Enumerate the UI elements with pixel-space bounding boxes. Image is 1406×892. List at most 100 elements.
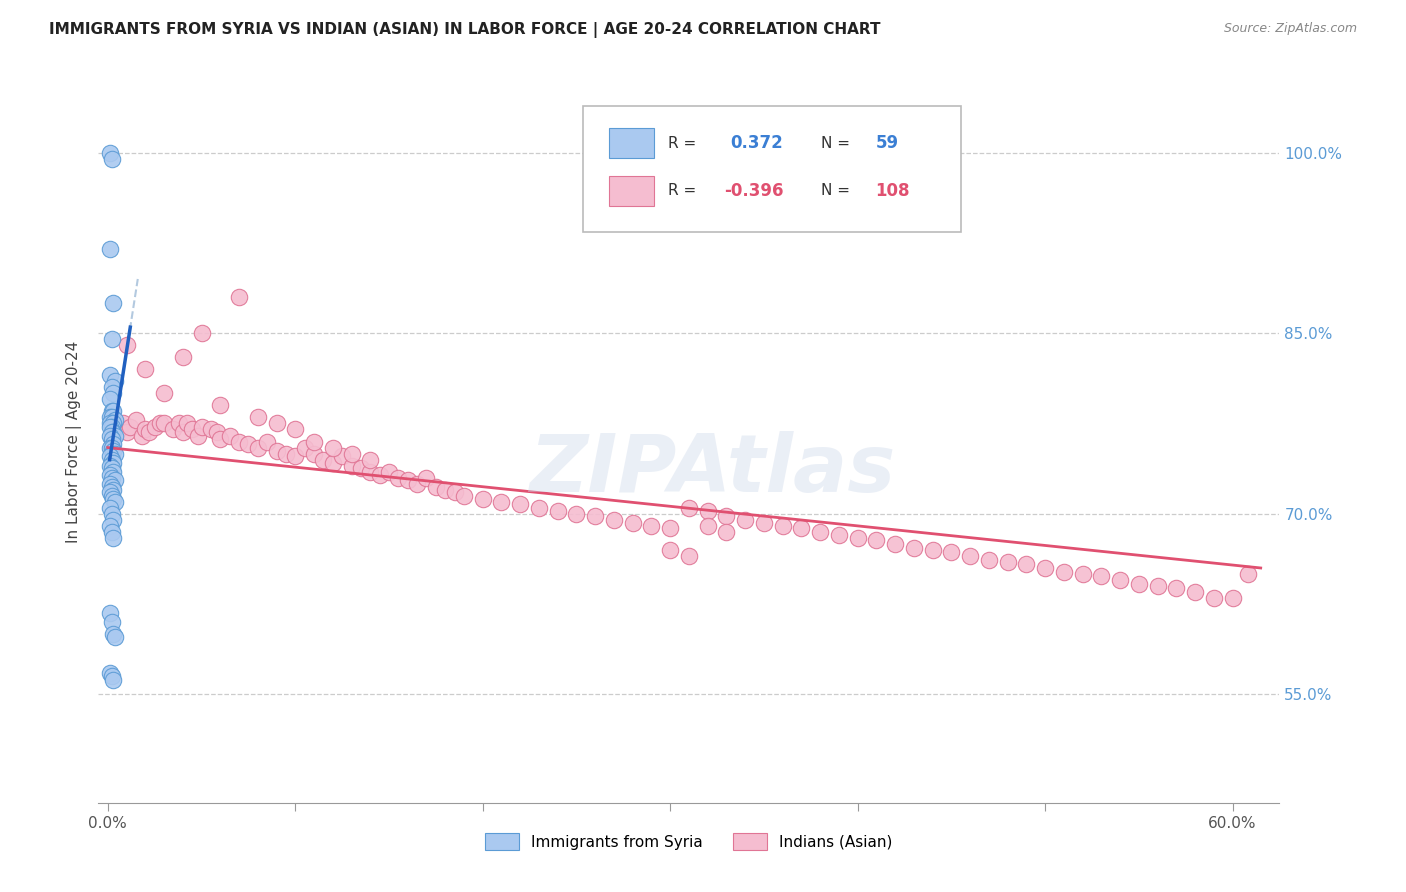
Point (120, 420, 142, 434)
Point (1128, 576, 1150, 591)
Point (162, 423, 184, 437)
Point (443, 485, 465, 500)
Point (98, 665, 121, 680)
Point (104, 473, 127, 487)
Point (103, 483, 125, 497)
Point (434, 483, 457, 497)
FancyBboxPatch shape (582, 105, 960, 232)
Point (415, 471, 437, 485)
Point (104, 494, 127, 508)
Point (98, 417, 121, 431)
Point (100, 152, 122, 166)
Point (138, 425, 160, 439)
Text: Source: ZipAtlas.com: Source: ZipAtlas.com (1223, 22, 1357, 36)
Point (100, 425, 122, 439)
Point (808, 524, 831, 539)
Point (100, 410, 122, 425)
Point (108, 423, 131, 437)
Point (103, 531, 125, 545)
Point (425, 480, 447, 494)
Point (491, 494, 513, 508)
Point (104, 374, 127, 388)
Point (98, 428, 121, 442)
Point (406, 476, 429, 491)
Point (103, 417, 125, 431)
Point (1236, 567, 1258, 582)
Point (790, 521, 813, 535)
Point (621, 516, 644, 531)
Point (921, 542, 943, 557)
Point (103, 296, 125, 310)
Legend: Immigrants from Syria, Indians (Asian): Immigrants from Syria, Indians (Asian) (479, 827, 898, 856)
Text: R =: R = (668, 184, 696, 198)
Point (98, 242, 121, 256)
Point (1071, 567, 1094, 582)
Point (100, 380, 122, 394)
Point (396, 473, 419, 487)
Point (378, 465, 401, 479)
Point (100, 480, 122, 494)
Point (103, 492, 125, 507)
Point (1202, 591, 1225, 605)
Point (312, 452, 335, 467)
Y-axis label: In Labor Force | Age 20-24: In Labor Force | Age 20-24 (66, 341, 83, 542)
Point (640, 519, 662, 533)
Point (865, 533, 887, 548)
Point (115, 425, 138, 439)
Point (143, 420, 166, 434)
Point (125, 413, 148, 427)
Point (603, 513, 626, 527)
Point (103, 627, 125, 641)
Point (190, 326, 212, 341)
Text: 108: 108 (876, 182, 910, 200)
Point (752, 516, 775, 531)
Point (828, 528, 851, 542)
Point (1033, 561, 1056, 575)
Point (509, 497, 531, 511)
Point (1015, 558, 1038, 572)
Point (1109, 573, 1132, 587)
Point (100, 417, 122, 431)
FancyBboxPatch shape (609, 176, 654, 206)
Point (176, 417, 198, 431)
Point (100, 524, 122, 539)
Point (997, 555, 1019, 569)
Point (340, 458, 363, 473)
Point (98, 485, 121, 500)
Point (153, 417, 176, 431)
Point (246, 441, 269, 455)
Point (1146, 579, 1168, 593)
Point (98, 449, 121, 463)
Point (284, 449, 307, 463)
Point (359, 465, 381, 479)
Point (368, 468, 391, 483)
FancyBboxPatch shape (609, 128, 654, 158)
Point (246, 410, 269, 425)
Point (1184, 585, 1206, 599)
Point (1053, 565, 1076, 579)
Point (100, 420, 122, 434)
Point (103, 673, 125, 687)
Point (111, 417, 134, 431)
Point (583, 509, 606, 524)
Point (172, 351, 194, 365)
Point (134, 362, 156, 376)
Point (103, 437, 125, 451)
Point (103, 444, 125, 458)
Point (98, 368, 121, 383)
Point (322, 441, 344, 455)
Point (134, 423, 156, 437)
Point (100, 669, 122, 683)
Point (659, 542, 682, 557)
Point (716, 524, 738, 539)
Point (131, 428, 153, 442)
Point (716, 509, 738, 524)
Point (678, 500, 700, 515)
Point (103, 513, 125, 527)
Point (98, 458, 121, 473)
Point (103, 425, 125, 439)
Point (98, 468, 121, 483)
Point (218, 428, 240, 442)
Point (103, 404, 125, 418)
Point (209, 398, 232, 412)
